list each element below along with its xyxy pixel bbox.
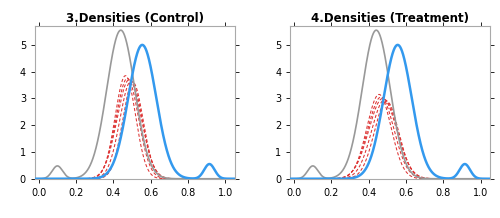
Title: 4.Densities (Treatment): 4.Densities (Treatment) [311, 12, 469, 25]
Title: 3.Densities (Control): 3.Densities (Control) [66, 12, 204, 25]
